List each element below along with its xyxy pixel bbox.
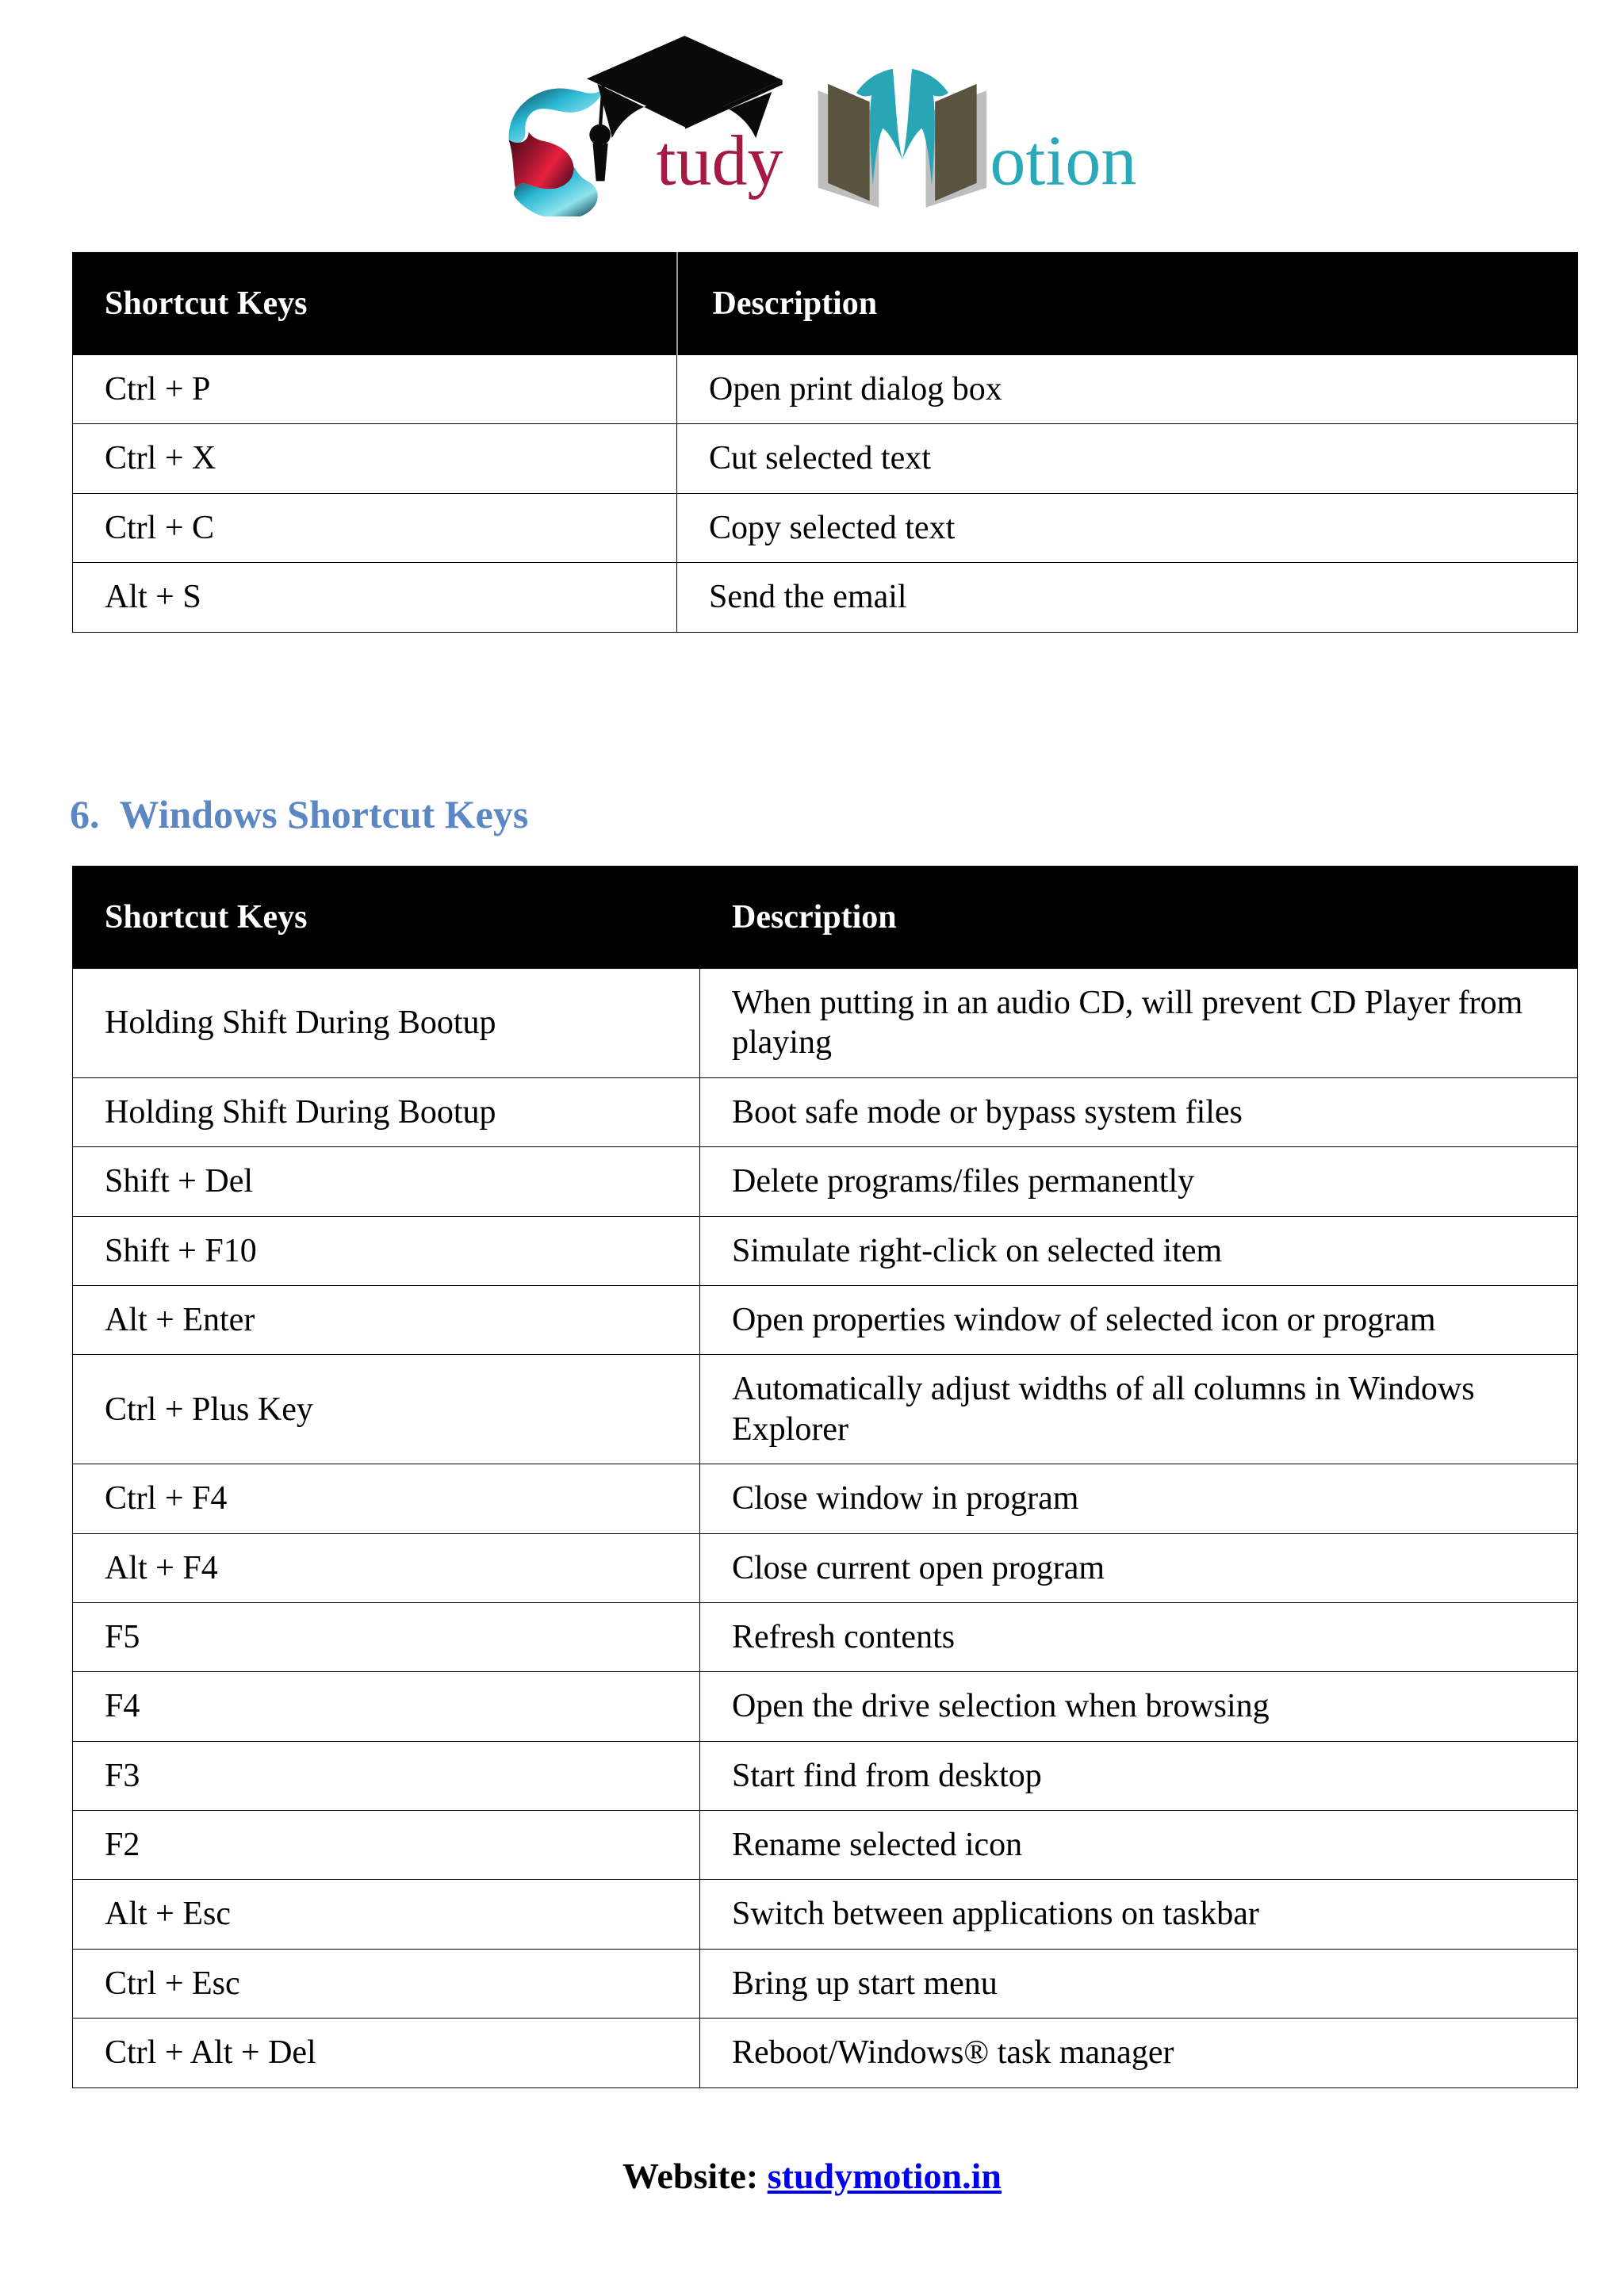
- svg-text:otion: otion: [990, 122, 1136, 201]
- svg-text:tudy: tudy: [657, 122, 783, 201]
